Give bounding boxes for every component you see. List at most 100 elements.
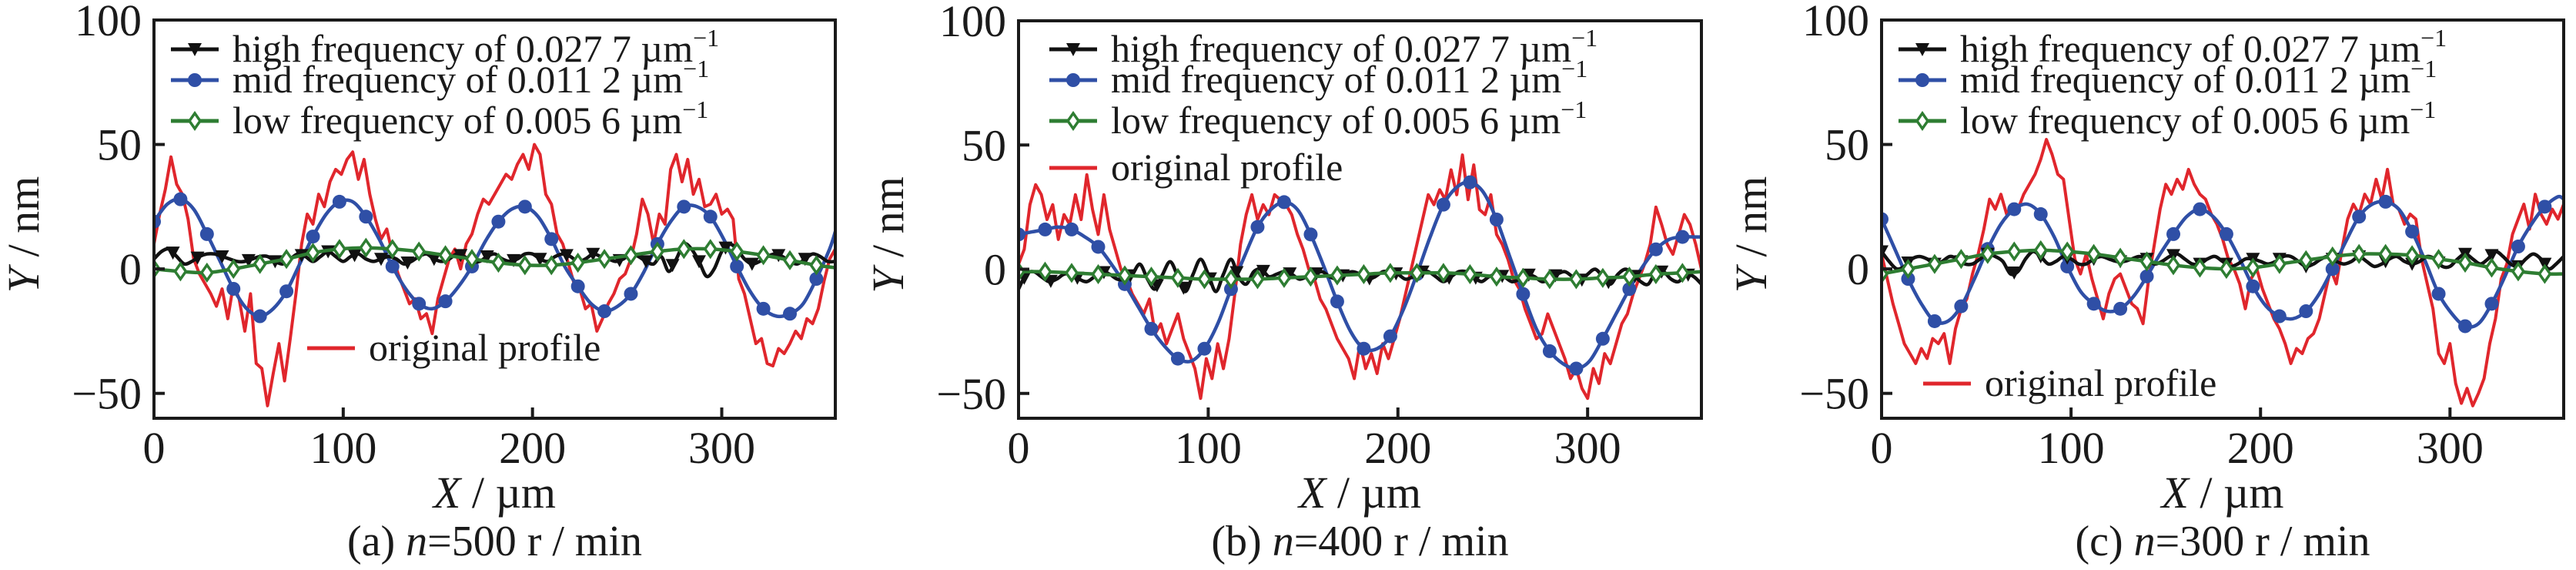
- low-marker: [1250, 269, 1265, 290]
- high-marker: [1283, 267, 1297, 281]
- low-marker: [1648, 263, 1664, 285]
- low-marker: [279, 249, 294, 270]
- legend-item-orig: original profile: [1923, 361, 2216, 404]
- low-marker: [2484, 257, 2499, 278]
- legend-label-sup: −1: [693, 24, 719, 52]
- panel-caption: (b) n=400 r / min: [1211, 518, 1508, 565]
- mid-marker: [1648, 242, 1663, 256]
- high-marker: [744, 257, 759, 271]
- low-marker: [2511, 261, 2526, 282]
- high-marker: [1882, 245, 1889, 259]
- low-marker: [1170, 267, 1186, 288]
- mid-marker: [1927, 314, 1942, 328]
- mid-marker: [2113, 301, 2128, 316]
- legend-label: mid frequency of 0.011 2 µm−1: [233, 55, 709, 101]
- high-marker: [480, 250, 494, 263]
- legend-label-text: mid frequency of 0.011 2 µm: [1960, 58, 2410, 101]
- x-axis-var: X: [1297, 468, 1328, 518]
- x-tick-label: 0: [1871, 423, 1893, 473]
- axes-frame: [152, 18, 837, 420]
- mid-marker: [2086, 297, 2101, 311]
- mid-marker: [703, 210, 718, 224]
- y-axis-title: Y / nm: [1726, 176, 1776, 293]
- series-low: [1019, 261, 1701, 290]
- high-marker: [166, 246, 180, 260]
- x-axis-unit: / µm: [1326, 468, 1421, 518]
- mid-marker: [1303, 227, 1318, 242]
- mid-marker: [2166, 226, 2181, 241]
- legend-label: low frequency of 0.005 6 µm−1: [1960, 96, 2436, 142]
- legend-label: high frequency of 0.027 7 µm−1: [1111, 24, 1597, 70]
- legend-marker-mid: [188, 73, 202, 87]
- caption-var: n: [1273, 518, 1294, 565]
- mid-marker: [2325, 262, 2340, 277]
- low-marker: [1410, 263, 1424, 283]
- mid-marker: [2484, 297, 2499, 311]
- x-axis-unit: / µm: [2189, 468, 2284, 518]
- low-marker: [597, 249, 612, 270]
- panel-caption: (c) n=300 r / min: [2075, 518, 2370, 565]
- high-marker: [639, 255, 654, 269]
- low-marker: [1091, 263, 1106, 285]
- legend-label-orig: original profile: [369, 326, 601, 369]
- y-axis-title: Y / nm: [863, 176, 913, 293]
- y-tick-label: 0: [119, 244, 142, 294]
- legend-item-high: high frequency of 0.027 7 µm−1: [1899, 24, 2447, 70]
- mid-marker: [199, 226, 214, 241]
- legend-item-mid: mid frequency of 0.011 2 µm−1: [1899, 55, 2437, 101]
- legend-label-text: mid frequency of 0.011 2 µm: [233, 58, 683, 101]
- low-marker: [1622, 267, 1637, 287]
- caption-prefix: (c): [2075, 518, 2133, 565]
- legend-label: low frequency of 0.005 6 µm−1: [1111, 96, 1587, 142]
- high-marker: [374, 253, 388, 267]
- high-marker: [798, 253, 812, 267]
- legend-label-text: low frequency of 0.005 6 µm: [233, 99, 682, 142]
- mid-marker: [1019, 227, 1025, 242]
- y-axis-unit: / nm: [863, 176, 913, 268]
- high-marker: [1229, 266, 1244, 280]
- y-axis-var: Y: [863, 264, 913, 293]
- low-marker: [570, 252, 585, 273]
- high-marker: [1256, 264, 1270, 278]
- mid-marker: [517, 200, 532, 214]
- mid-marker: [1622, 282, 1637, 297]
- low-marker: [412, 241, 427, 262]
- high-marker: [2484, 249, 2499, 263]
- caption-var: n: [406, 518, 427, 565]
- mid-marker: [253, 309, 267, 324]
- low-marker: [756, 245, 771, 266]
- low-marker: [2139, 251, 2154, 272]
- mid-marker: [1276, 195, 1291, 210]
- mid-marker: [2139, 269, 2154, 283]
- mid-marker: [154, 214, 161, 229]
- high-marker: [533, 253, 547, 267]
- legend-label-text: low frequency of 0.005 6 µm: [1111, 99, 1561, 142]
- mid-marker: [2007, 202, 2022, 216]
- low-marker: [1117, 265, 1132, 286]
- legend-marker-low: [1066, 110, 1081, 132]
- plot-area: [1882, 138, 2564, 407]
- legend-item-low: low frequency of 0.005 6 µm−1: [171, 96, 708, 142]
- low-marker: [253, 253, 267, 274]
- high-marker: [718, 241, 733, 255]
- low-marker: [1927, 253, 1942, 274]
- low-marker: [2007, 241, 2022, 262]
- mid-marker: [2246, 279, 2260, 293]
- mid-marker: [1064, 222, 1079, 236]
- panel-c: 100 50 0 −50 0 100 200 300 X / µm Y / nm (c) n=300…: [1717, 0, 2576, 570]
- mid-marker: [756, 301, 771, 316]
- y-tick-label: 50: [962, 120, 1006, 170]
- mid-marker: [491, 214, 506, 229]
- legend-item-high: high frequency of 0.027 7 µm−1: [1049, 24, 1597, 70]
- legend-label: mid frequency of 0.011 2 µm−1: [1111, 55, 1587, 101]
- low-marker: [1038, 261, 1052, 282]
- x-tick-label: 200: [499, 423, 566, 473]
- low-marker: [517, 255, 532, 276]
- low-marker: [199, 262, 214, 283]
- y-tick-label: −50: [72, 369, 142, 419]
- legend-label: low frequency of 0.005 6 µm−1: [233, 96, 708, 142]
- mid-marker: [2060, 259, 2075, 273]
- mid-marker: [1357, 341, 1371, 356]
- mid-marker: [1197, 341, 1212, 356]
